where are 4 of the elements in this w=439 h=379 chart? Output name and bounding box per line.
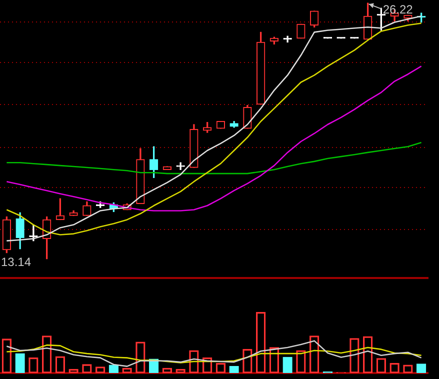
bar: [282, 356, 292, 373]
annotation: 26.22: [382, 2, 414, 16]
bar: [15, 353, 25, 373]
annotation: 13.14: [1, 255, 32, 270]
